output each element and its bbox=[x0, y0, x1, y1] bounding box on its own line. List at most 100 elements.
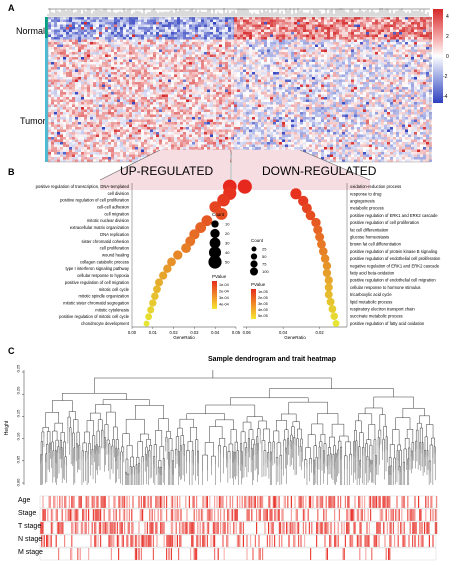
down-term-label: fat cell differentiation bbox=[350, 227, 389, 232]
down-legend-dot bbox=[250, 267, 258, 276]
heatmap-column-dendrogram bbox=[47, 8, 430, 16]
up-legend-pvalue-title: PValue bbox=[212, 274, 227, 279]
up-xtick: 0.00 bbox=[128, 330, 137, 335]
down-xtick: 0.06 bbox=[243, 330, 252, 335]
down-dot bbox=[322, 261, 332, 271]
trait-row bbox=[40, 522, 436, 534]
down-term-label: response to drug bbox=[350, 191, 382, 196]
down-dot bbox=[311, 217, 321, 228]
down-term-label: metabolic process bbox=[350, 206, 384, 211]
up-legend-count-label: 20 bbox=[225, 231, 230, 236]
up-dot bbox=[173, 250, 183, 260]
down-dot bbox=[324, 276, 333, 285]
up-term-label: mitotic spindle organization bbox=[78, 294, 129, 299]
up-dot bbox=[181, 243, 191, 254]
down-dot bbox=[324, 283, 333, 292]
down-term-label: positive regulation of endothelial cell … bbox=[350, 256, 441, 261]
up-term-label: DNA replication bbox=[100, 232, 130, 237]
up-term-label: wound healing bbox=[102, 253, 130, 258]
down-legend-pvalue-label: 2e-05 bbox=[258, 296, 268, 300]
down-term-label: respiratory electron transport chain bbox=[350, 307, 415, 312]
down-legend-count-label: 25 bbox=[262, 247, 267, 252]
up-xtick: 0.03 bbox=[190, 330, 199, 335]
trait-label-m-stage: M stage bbox=[18, 549, 43, 556]
down-dot bbox=[318, 247, 328, 256]
down-legend-dot bbox=[251, 246, 257, 252]
down-legend-count-label: 100 bbox=[262, 269, 269, 274]
up-term-label: positive regulation of cell migration bbox=[65, 280, 130, 285]
up-term-label: cellular response to hypoxia bbox=[77, 273, 130, 278]
up-legend-dot bbox=[208, 255, 222, 269]
down-term-label: brown fat cell differentiation bbox=[350, 242, 402, 247]
down-regulated-title: DOWN-REGULATED bbox=[262, 164, 377, 178]
trait-heatmap bbox=[39, 495, 438, 561]
normal-group-strip bbox=[45, 17, 48, 38]
down-dot bbox=[315, 232, 325, 242]
up-term-label: mitotic cell cycle bbox=[99, 287, 130, 292]
down-legend-pvalue-label: 1e-05 bbox=[258, 290, 268, 294]
down-xtick: 0.02 bbox=[316, 330, 325, 335]
colorbar-tick-2: 2 bbox=[446, 34, 449, 40]
down-pvalue-colorbar bbox=[251, 289, 256, 319]
up-term-label: collagen catabolic process bbox=[80, 259, 129, 264]
up-dot bbox=[217, 193, 230, 207]
up-dot bbox=[153, 285, 161, 294]
up-legend-dot bbox=[210, 228, 220, 239]
down-dot bbox=[332, 319, 340, 327]
down-term-label: oxidation-reduction process bbox=[350, 184, 401, 189]
up-term-label: cell migration bbox=[104, 211, 129, 216]
up-legend-count-title: Count bbox=[212, 212, 225, 217]
panel-b-letter: B bbox=[8, 167, 15, 177]
up-dot bbox=[145, 313, 153, 321]
up-term-label: type I interferon signaling pathway bbox=[65, 266, 129, 271]
connector-lines bbox=[99, 150, 371, 190]
down-term-label: lipid metabolic process bbox=[350, 299, 392, 304]
trait-label-age: Age bbox=[18, 497, 31, 504]
up-term-label: mitotic sister chromatid segregation bbox=[63, 301, 130, 306]
heatmap-colorbar bbox=[433, 9, 443, 103]
up-dot bbox=[143, 320, 150, 327]
down-legend-pvalue-label: 3e-05 bbox=[258, 302, 268, 306]
up-dot bbox=[149, 299, 157, 307]
up-legend-pvalue-label: 1e-04 bbox=[219, 283, 229, 287]
up-legend-pvalue-label: 4e-04 bbox=[219, 303, 229, 307]
down-term-label: positive regulation of fatty acid oxidat… bbox=[350, 321, 425, 326]
up-term-label: cell proliferation bbox=[100, 246, 130, 251]
down-dot bbox=[330, 312, 338, 320]
up-dot bbox=[201, 215, 213, 227]
up-legend-dot bbox=[209, 237, 221, 249]
up-legend-dot bbox=[211, 220, 219, 228]
expression-heatmap bbox=[45, 8, 432, 163]
panel-a-letter: A bbox=[8, 3, 15, 13]
down-term-label: positive regulation of cell proliferatio… bbox=[350, 220, 420, 225]
down-dot bbox=[328, 305, 337, 313]
down-legend-pvalue-label: 5e-05 bbox=[258, 314, 268, 318]
trait-label-stage: Stage bbox=[18, 510, 37, 517]
down-term-label: tricarboxylic acid cycle bbox=[350, 292, 392, 297]
up-legend-count-label: 50 bbox=[225, 260, 230, 265]
up-term-label: positive regulation of cell proliferatio… bbox=[60, 198, 130, 203]
colorbar-tick-neg2: -2 bbox=[443, 74, 448, 80]
up-pvalue-colorbar bbox=[212, 281, 217, 309]
up-regulated-title: UP-REGULATED bbox=[120, 164, 214, 178]
down-term-label: negative regulation of ERK1 and ERK2 cas… bbox=[350, 263, 440, 268]
up-term-label: positive regulation of transcription, DN… bbox=[36, 184, 130, 189]
down-dot bbox=[305, 210, 316, 221]
down-term-label: cellular response to hormone stimulus bbox=[350, 285, 421, 290]
down-dot bbox=[237, 179, 252, 194]
down-term-label: positive regulation of endothelial cell … bbox=[350, 278, 436, 283]
up-xlabel: GeneRatio bbox=[173, 335, 195, 340]
up-legend-count-label: 40 bbox=[225, 250, 230, 255]
up-dot bbox=[215, 207, 228, 220]
up-dot bbox=[151, 292, 159, 300]
tumor-group-strip bbox=[45, 38, 48, 162]
down-legend-dot bbox=[250, 253, 258, 260]
down-dot bbox=[324, 290, 333, 299]
down-legend-pvalue-label: 4e-05 bbox=[258, 308, 268, 312]
up-dot bbox=[159, 271, 168, 280]
up-term-label: cell-cell adhesion bbox=[97, 205, 130, 210]
down-dot bbox=[317, 239, 326, 249]
colorbar-tick-0: 0 bbox=[446, 54, 449, 60]
up-term-label: sister chromatid cohesion bbox=[82, 239, 130, 244]
up-term-label: mitotic nuclear division bbox=[87, 218, 130, 223]
